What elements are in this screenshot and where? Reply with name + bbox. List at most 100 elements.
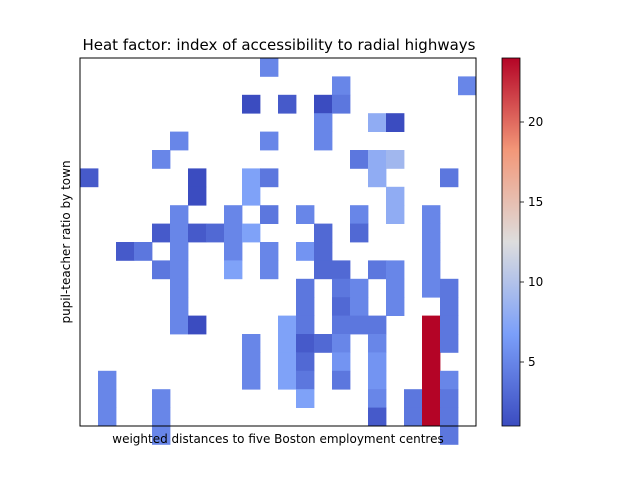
heatmap-cell [260,131,279,151]
heatmap-cell [278,315,297,335]
heatmap-cell [422,223,441,243]
colorbar-tick-label: 5 [528,355,536,369]
heatmap-cell [422,370,441,390]
heatmap-cell [260,58,279,77]
heatmap-cell [242,352,261,372]
heatmap-cell [386,150,405,169]
heatmap-cell [386,113,405,132]
heatmap-cell [296,242,315,261]
y-axis-label: pupil-teacher ratio by town [59,160,73,323]
heatmap-cell [242,334,261,353]
heatmap-cell [224,223,243,243]
heatmap-cell [422,407,441,427]
heatmap-cell [314,113,333,132]
heatmap-cell [170,242,189,261]
heatmap-cell [440,407,459,427]
heatmap-cell [296,352,315,372]
heatmap-cell [368,315,387,335]
heatmap-cell [278,94,297,114]
heatmap-cell [440,168,459,188]
heatmap-cell [368,370,387,390]
heatmap-cell [98,407,117,427]
heatmap-cell [224,260,243,280]
chart-title: Heat factor: index of accessibility to r… [82,36,475,54]
heatmap-cell [242,223,261,243]
heatmap-cell [170,205,189,224]
heatmap-cell [314,260,333,280]
heatmap-cell [224,242,243,261]
heatmap-cell [350,150,369,169]
heatmap-cell [368,150,387,169]
heatmap-cell [332,297,351,316]
colorbar-gradient [501,57,521,427]
heatmap-cell [350,315,369,335]
colorbar-tick-label: 15 [528,195,543,209]
heatmap-cell [188,168,207,188]
heatmap-cell [404,407,423,427]
heatmap-cell [278,334,297,353]
heatmap-cells [80,58,477,445]
heatmap-cell [260,205,279,224]
heatmap-cell [350,278,369,298]
heatmap-cell [422,278,441,298]
heatmap-cell [314,223,333,243]
heatmap-cell [314,131,333,151]
heatmap-cell [134,242,153,261]
heatmap-cell [440,334,459,353]
heatmap-cell [116,242,135,261]
heatmap-cell [332,370,351,390]
heatmap-cell [350,297,369,316]
heatmap-cell [440,297,459,316]
heatmap-cell [422,315,441,335]
heatmap-cell [260,260,279,280]
heatmap-cell [332,76,351,96]
heatmap-cell [386,186,405,206]
heatmap-cell [314,94,333,114]
heatmap-cell [296,205,315,224]
colorbar-tick-label: 20 [528,115,543,129]
heatmap-cell [152,260,171,280]
heatmap-cell [350,205,369,224]
heatmap-cell [98,389,117,408]
heatmap-cell [386,297,405,316]
colorbar: 5 10 15 20 [501,57,543,427]
heatmap-cell [422,389,441,408]
heatmap-cell [332,278,351,298]
heatmap-cell [368,260,387,280]
heatmap-cell [188,186,207,206]
heatmap-cell [440,426,459,445]
heatmap-cell [386,278,405,298]
heatmap-cell [170,297,189,316]
heatmap-cell [458,76,477,96]
heatmap-cell [422,205,441,224]
heatmap-cell [188,315,207,335]
heatmap-cell [404,389,423,408]
heatmap-cell [296,389,315,408]
heatmap-cell [170,223,189,243]
heatmap-cell [440,315,459,335]
heatmap-cell [314,334,333,353]
heatmap-cell [80,168,99,188]
heatmap-cell [422,260,441,280]
heatmap-cell [152,223,171,243]
heatmap-cell [368,168,387,188]
heatmap-cell [170,278,189,298]
heatmap-cell [350,223,369,243]
heatmap-cell [296,315,315,335]
heatmap-cell [296,334,315,353]
heatmap-cell [242,370,261,390]
colorbar-ticks: 5 10 15 20 [520,115,543,369]
heatmap-cell [260,242,279,261]
heatmap-cell [440,278,459,298]
heatmap-cell [296,278,315,298]
heatmap-cell [278,370,297,390]
heatmap-cell [314,242,333,261]
heatmap-cell [278,352,297,372]
heatmap-cell [206,223,225,243]
heatmap-cell [422,242,441,261]
heatmap-cell [332,334,351,353]
heatmap-cell [440,370,459,390]
heatmap-cell [440,389,459,408]
heatmap-cell [332,352,351,372]
